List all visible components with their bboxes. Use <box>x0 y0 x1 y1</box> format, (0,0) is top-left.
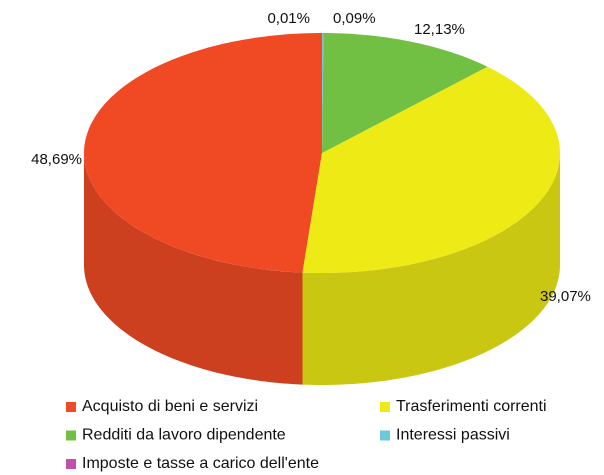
data-label: 12,13% <box>414 21 465 38</box>
data-label: 39,07% <box>540 288 591 305</box>
legend-swatch <box>66 459 76 469</box>
legend-swatch <box>66 402 76 412</box>
pie-slice <box>322 33 488 154</box>
pie-sides <box>84 153 560 385</box>
pie-slice <box>302 66 560 273</box>
labels: 48,69% 39,07% 12,13% 0,09% 0,01% <box>31 10 591 305</box>
data-label: 0,01% <box>267 10 310 27</box>
pie-side <box>302 153 560 385</box>
legend-label: Trasferimenti correnti <box>396 398 547 415</box>
legend: Acquisto di beni e servizi Trasferimenti … <box>66 398 547 472</box>
legend-swatch <box>66 430 76 441</box>
legend-label: Interessi passivi <box>396 427 510 444</box>
pie-slice <box>322 33 324 153</box>
legend-label: Acquisto di beni e servizi <box>82 398 258 415</box>
pie-slice <box>84 33 323 273</box>
legend-label: Imposte e tasse a carico dell'ente <box>82 455 319 472</box>
pie-tops <box>84 33 560 273</box>
legend-label: Redditi da lavoro dipendente <box>82 427 286 444</box>
data-label: 48,69% <box>31 151 82 168</box>
pie-side <box>84 153 303 385</box>
legend-swatch <box>380 430 390 441</box>
data-label: 0,09% <box>333 10 376 27</box>
legend-swatch <box>380 402 390 412</box>
